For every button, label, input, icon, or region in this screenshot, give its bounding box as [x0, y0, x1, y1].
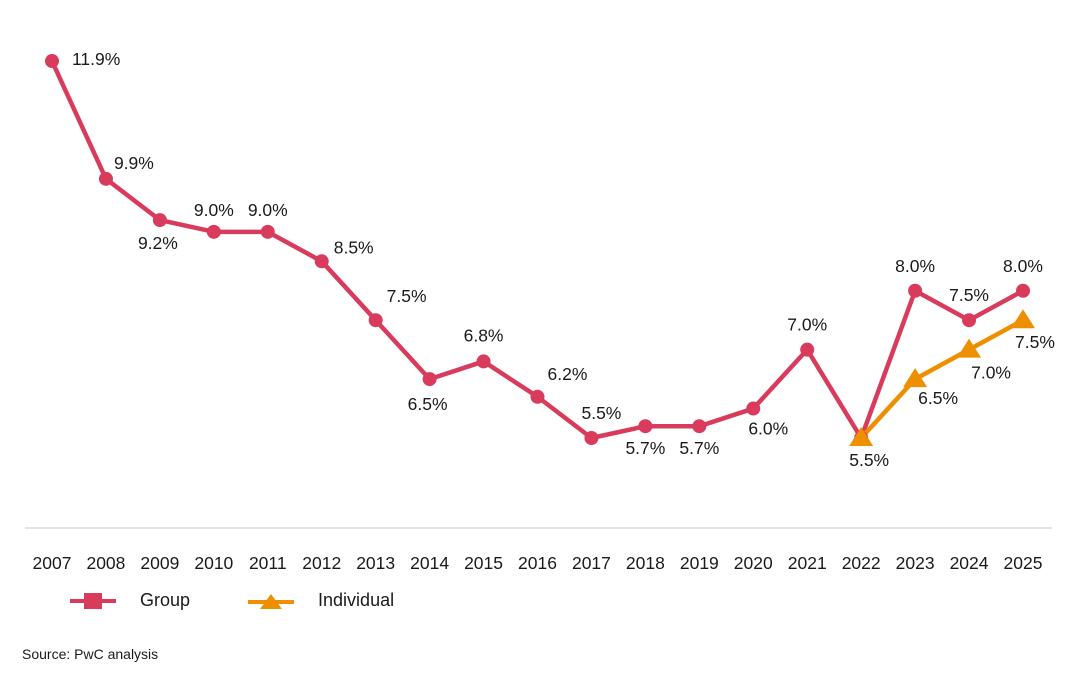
series-lines	[49, 60, 1025, 441]
group-data-point	[45, 54, 59, 69]
group-series-line	[49, 60, 1025, 441]
group-data-label: 8.5%	[334, 237, 374, 257]
group-data-label: 5.5%	[581, 403, 621, 423]
individual-data-point	[1011, 309, 1035, 329]
group-data-point	[962, 313, 977, 328]
series-markers	[45, 54, 1035, 446]
group-data-point	[692, 419, 707, 434]
group-data-point	[800, 342, 815, 357]
x-tick-label: 2020	[734, 553, 773, 573]
x-tick-label: 2016	[518, 553, 557, 573]
group-data-label: 6.2%	[548, 364, 588, 384]
group-data-label: 5.7%	[625, 438, 665, 458]
source-note: Source: PwC analysis	[22, 646, 159, 662]
individual-data-label: 7.0%	[971, 363, 1011, 383]
group-data-point	[314, 254, 329, 269]
individual-data-label: 6.5%	[918, 388, 958, 408]
x-tick-label: 2010	[194, 553, 233, 573]
group-data-point	[638, 419, 653, 434]
individual-data-label: 7.5%	[1015, 332, 1055, 352]
group-data-label: 5.7%	[679, 438, 719, 458]
data-labels: 11.9% 9.9% 9.2% 9.0% 9.0% 8.5% 7.5% 6.5% 6.8% 6.2…	[72, 49, 1055, 470]
x-tick-labels: 2007 2008 2009 2010 2011 2012 2013 2014 2015 2016…	[33, 553, 1043, 573]
group-data-point	[908, 283, 923, 298]
x-tick-label: 2009	[140, 553, 179, 573]
x-tick-label: 2011	[249, 553, 287, 573]
group-data-label: 6.5%	[408, 394, 448, 414]
x-tick-label: 2025	[1004, 553, 1043, 573]
group-data-point	[260, 224, 275, 239]
group-data-label: 8.0%	[895, 256, 935, 276]
legend-label-individual: Individual	[318, 590, 395, 610]
x-tick-label: 2007	[33, 553, 72, 573]
group-data-point	[98, 171, 113, 186]
group-data-label: 7.5%	[949, 285, 989, 305]
group-data-point	[1016, 283, 1030, 298]
individual-data-point	[849, 427, 874, 446]
group-data-label: 6.0%	[748, 419, 788, 439]
group-data-point	[584, 431, 599, 445]
group-data-point	[152, 213, 167, 228]
group-legend-marker-icon	[70, 592, 116, 609]
group-data-point	[422, 372, 437, 387]
group-data-point	[746, 401, 761, 416]
individual-data-point	[957, 338, 982, 358]
x-tick-label: 2012	[302, 553, 341, 573]
individual-data-point	[903, 368, 928, 388]
group-data-point	[368, 313, 383, 328]
group-data-label: 7.0%	[787, 315, 827, 335]
group-data-label: 9.0%	[194, 200, 234, 220]
legend-item-group: Group	[70, 590, 190, 611]
group-data-label: 7.5%	[387, 286, 427, 306]
group-data-label: 9.9%	[114, 153, 154, 173]
individual-series-line	[859, 318, 1025, 440]
group-data-label: 8.0%	[1003, 256, 1043, 276]
group-data-point	[476, 354, 491, 369]
x-tick-label: 2019	[680, 553, 719, 573]
x-tick-label: 2015	[464, 553, 503, 573]
legend-item-individual: Individual	[248, 590, 394, 611]
x-tick-label: 2018	[626, 553, 665, 573]
group-data-label: 9.2%	[138, 233, 178, 253]
group-data-point	[206, 224, 221, 239]
group-data-label: 6.8%	[464, 325, 504, 345]
x-tick-label: 2008	[86, 553, 125, 573]
group-data-label: 11.9%	[72, 49, 120, 69]
x-tick-label: 2024	[950, 553, 989, 573]
group-data-label: 5.5%	[849, 450, 889, 470]
legend-label-group: Group	[140, 590, 191, 610]
x-tick-label: 2023	[896, 553, 935, 573]
x-tick-label: 2017	[572, 553, 611, 573]
individual-legend-marker-icon	[248, 593, 295, 609]
x-tick-label: 2013	[356, 553, 395, 573]
group-data-point	[530, 389, 545, 404]
x-tick-label: 2021	[788, 553, 827, 573]
x-tick-label: 2014	[410, 553, 449, 573]
legend: Group Individual	[70, 590, 452, 611]
group-data-label: 9.0%	[248, 200, 288, 220]
x-tick-label: 2022	[842, 553, 881, 573]
